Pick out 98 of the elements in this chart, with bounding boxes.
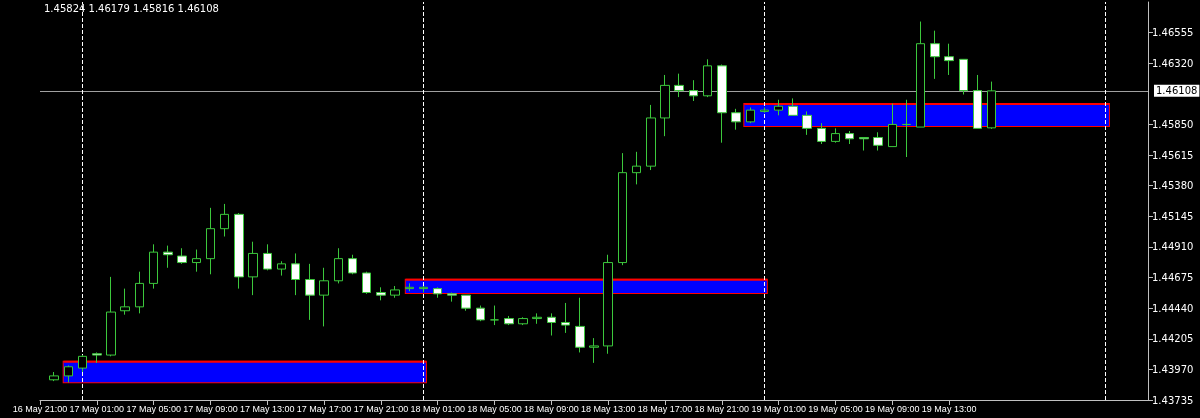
candlestick <box>234 212 244 290</box>
candlestick <box>476 305 485 322</box>
candlestick <box>674 73 684 98</box>
annotation: 1.45824 1.46179 1.45816 1.46108 <box>44 2 219 14</box>
candlestick <box>987 81 996 130</box>
x-tick-label: 19 May 09:00 <box>865 403 920 414</box>
y-tick-label: 1.46320 <box>1152 57 1194 69</box>
x-tick-label: 18 May 05:00 <box>467 403 522 414</box>
candlestick <box>192 249 201 273</box>
candlestick <box>944 43 954 76</box>
x-tick-label: 17 May 09:00 <box>183 403 238 414</box>
candlestick <box>490 305 499 326</box>
candlestick <box>419 285 428 294</box>
candlestick <box>206 207 215 275</box>
candlestick <box>831 127 840 144</box>
candlestick <box>433 286 442 299</box>
candlestick <box>532 312 542 325</box>
candlestick <box>163 245 173 269</box>
candlestick <box>873 131 883 152</box>
candlestick <box>291 252 300 296</box>
candlestick <box>106 276 116 357</box>
y-tick-label: 1.45380 <box>1152 180 1194 192</box>
candlestick <box>447 292 457 303</box>
candlestick <box>817 122 826 145</box>
candlestick <box>334 247 343 284</box>
x-tick-label: 16 May 21:00 <box>12 403 68 414</box>
candlestick <box>973 74 982 129</box>
candlestick <box>277 260 286 277</box>
x-tick-label: 17 May 13:00 <box>240 403 295 414</box>
x-tick-label: 18 May 13:00 <box>580 403 636 414</box>
candlestick <box>902 99 911 158</box>
candlestick <box>859 136 869 152</box>
y-tick-label: 1.43970 <box>1152 363 1194 375</box>
candlestick <box>959 58 968 95</box>
candlestick <box>92 351 102 364</box>
x-tick-label: 19 May 01:00 <box>751 403 806 414</box>
x-tick-label: 18 May 21:00 <box>694 403 750 414</box>
y-tick-label: 1.43735 <box>1152 394 1194 406</box>
candlestick <box>220 203 229 237</box>
candlestick <box>916 21 925 128</box>
candlestick <box>760 107 769 114</box>
x-tick-label: 18 May 01:00 <box>410 403 466 414</box>
candlestick <box>149 243 158 290</box>
candlestick <box>348 254 357 275</box>
candlestick <box>603 254 613 355</box>
x-tick-label: 17 May 21:00 <box>353 403 409 414</box>
candlestick <box>263 243 272 271</box>
candlestick <box>618 152 627 266</box>
candlestick <box>802 110 812 136</box>
candlestick <box>930 30 940 80</box>
candlestick <box>362 271 371 295</box>
x-tick-label: 17 May 05:00 <box>126 403 181 414</box>
candlestick <box>575 297 585 353</box>
candlestick <box>78 354 87 373</box>
candlestick <box>248 241 258 296</box>
candlestick <box>731 108 741 131</box>
candlestick <box>888 103 897 148</box>
candlestick <box>319 267 329 327</box>
y-tick-label: 1.44675 <box>1152 272 1194 284</box>
y-tick-label: 1.46555 <box>1152 27 1194 39</box>
candlestick <box>632 151 641 185</box>
candlestick <box>646 104 656 171</box>
x-tick-label: 18 May 09:00 <box>524 403 579 414</box>
x-tick-label: 17 May 01:00 <box>69 403 125 414</box>
candlestick <box>689 79 698 102</box>
candlestick <box>774 99 783 116</box>
y-tick-label: 1.44440 <box>1152 302 1194 314</box>
candlestick <box>561 302 570 334</box>
candlestick <box>703 58 712 98</box>
candlestick <box>64 364 73 383</box>
y-tick-label: 1.45850 <box>1152 118 1194 130</box>
x-tick-label: 19 May 13:00 <box>921 403 977 414</box>
x-tick-label: 18 May 17:00 <box>637 403 693 414</box>
candlestick <box>504 315 514 326</box>
candlestick <box>177 247 187 265</box>
candlestick <box>589 337 599 364</box>
x-tick-label: 19 May 05:00 <box>808 403 863 414</box>
candlestick <box>746 107 755 124</box>
candlestick <box>547 312 556 337</box>
candlestick <box>305 263 315 321</box>
candlestick <box>49 371 59 382</box>
candlestick <box>376 286 386 301</box>
candlestick <box>135 271 144 314</box>
y-tick-label: 1.45615 <box>1152 149 1194 161</box>
candlestick <box>660 74 670 137</box>
x-tick-label: 17 May 17:00 <box>296 403 352 414</box>
candlestick <box>788 97 798 116</box>
candlestick <box>518 316 528 326</box>
candlestick <box>845 130 854 145</box>
candlestick <box>405 282 414 292</box>
ref-line-label: 1.46108 <box>1156 85 1198 97</box>
y-tick-label: 1.44910 <box>1152 241 1194 253</box>
y-tick-label: 1.45145 <box>1152 210 1194 222</box>
candlestick <box>717 64 727 144</box>
candlestick <box>461 294 471 312</box>
candlestick <box>390 285 400 299</box>
y-tick-label: 1.44205 <box>1152 333 1194 345</box>
candlestick <box>120 288 130 316</box>
